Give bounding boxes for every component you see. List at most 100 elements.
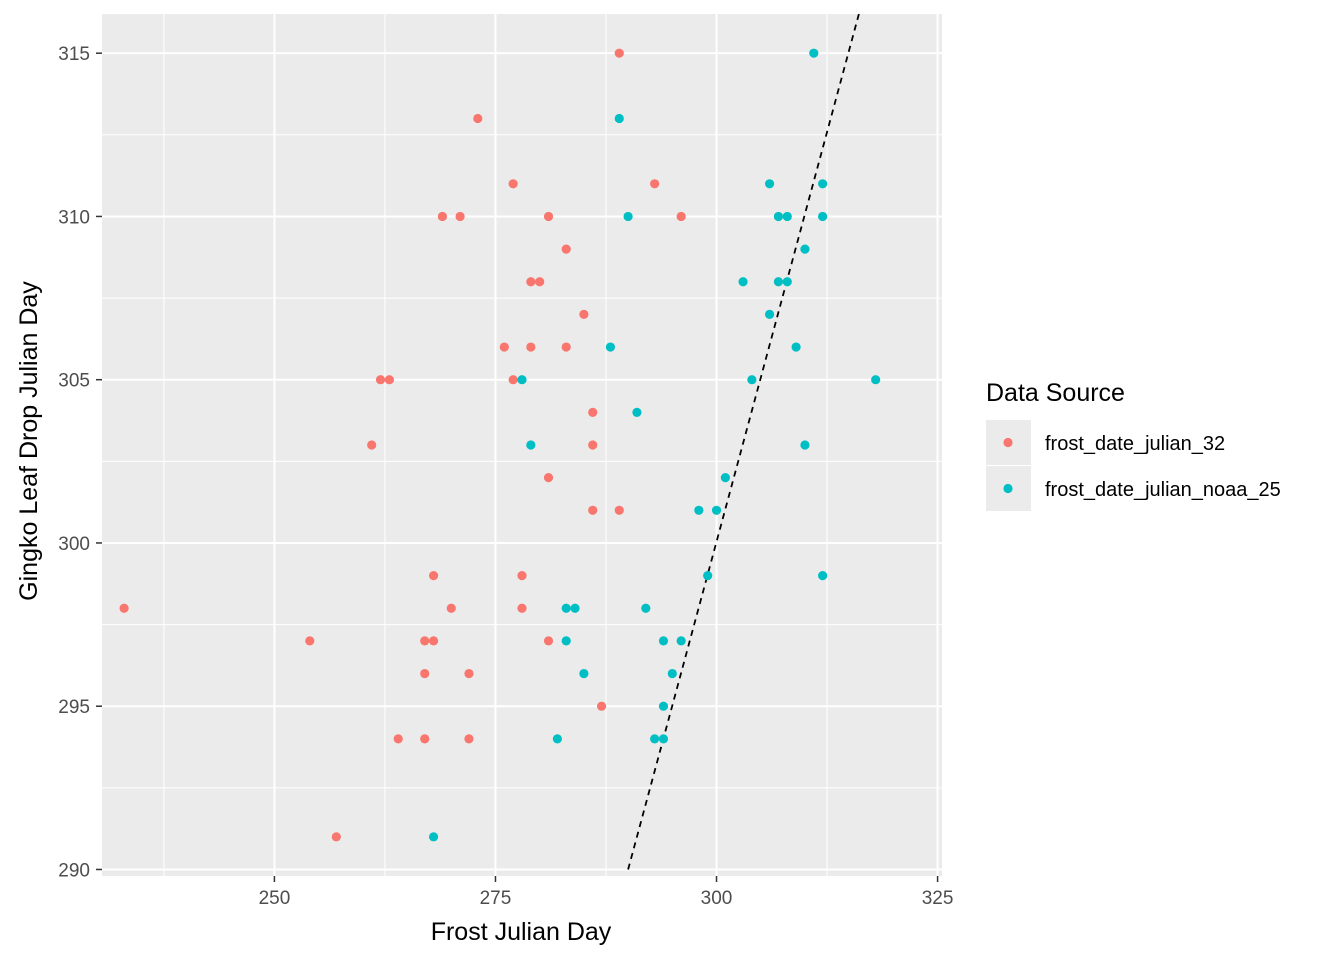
y-axis-title: Gingko Leaf Drop Julian Day — [15, 281, 43, 601]
data-point — [552, 734, 562, 744]
data-point — [535, 277, 545, 287]
data-point — [650, 179, 660, 189]
data-point — [614, 48, 624, 58]
minor-gridlines — [102, 14, 942, 876]
data-point — [526, 342, 536, 352]
data-point — [517, 603, 527, 613]
data-point — [791, 342, 801, 352]
data-point — [464, 668, 474, 679]
data-point — [420, 734, 430, 744]
data-point — [818, 179, 828, 189]
data-point — [331, 832, 341, 842]
data-point — [508, 179, 518, 189]
legend-items: frost_date_julian_32 frost_date_julian_no… — [986, 420, 1281, 511]
reference-line — [627, 14, 860, 870]
data-point — [871, 375, 881, 385]
data-point — [588, 440, 598, 450]
y-tick-label: 315 — [58, 44, 90, 65]
data-point — [773, 277, 784, 287]
y-tick-label: 295 — [58, 697, 90, 718]
data-point — [632, 407, 642, 417]
data-point — [517, 375, 527, 385]
x-tick-label: 250 — [259, 888, 291, 909]
data-point — [596, 701, 607, 711]
x-tick-label: 275 — [480, 888, 512, 909]
data-point — [764, 309, 775, 319]
data-point — [428, 571, 439, 581]
data-point — [800, 244, 810, 254]
data-point — [375, 375, 386, 385]
legend-title: Data Source — [986, 379, 1125, 407]
data-point — [658, 636, 669, 646]
legend: Data Source frost_date_julian_32frost_da… — [986, 379, 1281, 511]
data-point — [437, 211, 448, 222]
legend-label: frost_date_julian_32 — [1045, 433, 1225, 455]
data-point — [561, 603, 571, 613]
data-point — [764, 179, 775, 189]
data-point — [720, 473, 730, 483]
data-point — [543, 636, 554, 646]
data-point — [464, 734, 474, 744]
data-point — [588, 407, 598, 417]
data-point — [623, 211, 633, 222]
data-point — [428, 636, 439, 646]
data-point — [543, 211, 554, 222]
data-point — [508, 375, 518, 385]
data-point — [782, 277, 792, 287]
data-point — [667, 668, 677, 679]
data-point — [526, 440, 536, 450]
data-point — [393, 734, 403, 744]
data-point — [614, 505, 624, 515]
data-point — [588, 505, 598, 515]
data-point — [446, 603, 456, 613]
data-point — [119, 603, 129, 613]
data-point — [650, 734, 660, 744]
data-point — [711, 505, 722, 515]
data-point — [579, 309, 589, 319]
y-axis: 290 295 300 305 310 315 — [58, 44, 102, 881]
data-point — [543, 473, 554, 483]
data-point — [455, 211, 465, 222]
data-point — [561, 636, 571, 646]
data-point — [384, 375, 394, 385]
data-point — [658, 701, 669, 711]
data-point — [517, 571, 527, 581]
data-point — [570, 603, 580, 613]
data-point — [676, 636, 686, 646]
x-tick-label: 325 — [922, 888, 954, 909]
data-point — [694, 505, 704, 515]
data-point — [782, 211, 792, 222]
data-point — [526, 277, 536, 287]
legend-key-point — [1003, 483, 1013, 494]
data-point — [605, 342, 616, 352]
data-point — [473, 113, 483, 124]
data-point — [367, 440, 377, 450]
y-tick-label: 310 — [58, 207, 90, 228]
data-point — [703, 571, 713, 581]
x-tick-label: 300 — [701, 888, 733, 909]
data-point — [773, 211, 784, 222]
data-point — [818, 211, 828, 222]
y-tick-label: 290 — [58, 860, 90, 881]
data-point — [579, 668, 589, 679]
legend-key-point — [1003, 437, 1013, 448]
x-axis-title: Frost Julian Day — [431, 918, 612, 946]
data-point — [747, 375, 757, 385]
y-tick-label: 300 — [58, 534, 90, 555]
data-point — [305, 636, 315, 646]
data-point — [658, 734, 669, 744]
data-points — [119, 48, 881, 842]
data-point — [561, 244, 571, 254]
data-point — [499, 342, 509, 352]
data-point — [676, 211, 686, 222]
data-point — [809, 48, 819, 58]
data-point — [818, 571, 828, 581]
data-point — [420, 636, 430, 646]
plot-panel — [102, 14, 942, 876]
data-point — [420, 668, 430, 679]
y-tick-label: 305 — [58, 371, 90, 392]
legend-label: frost_date_julian_noaa_25 — [1045, 479, 1281, 501]
data-point — [614, 113, 624, 124]
x-axis: 250 275 300 325 — [259, 876, 954, 909]
